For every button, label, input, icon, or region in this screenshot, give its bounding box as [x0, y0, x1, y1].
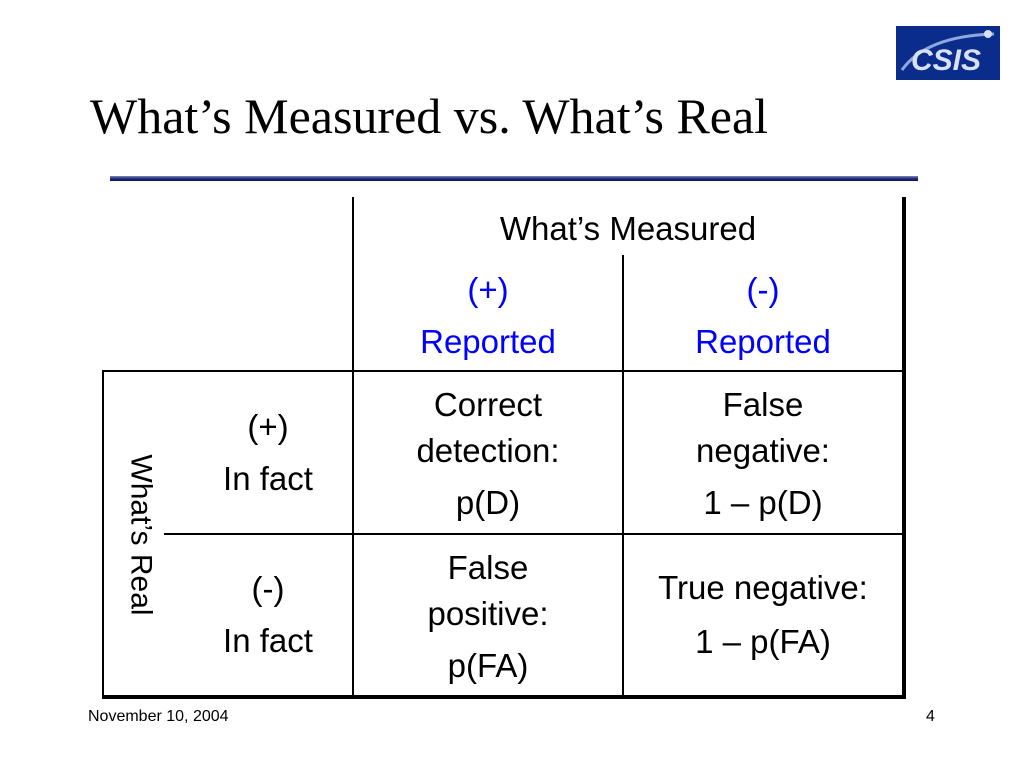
cell-false-positive: False positive: p(FA) — [354, 541, 622, 693]
col-header-label: Reported — [420, 323, 556, 360]
row-header-sign: (-) — [251, 570, 285, 607]
csis-logo: CSIS — [896, 26, 1000, 80]
row-header-positive: (+) In fact — [184, 372, 352, 533]
row-group-header-text: What’s Real — [125, 454, 158, 616]
csis-logo-graphic: CSIS — [896, 26, 1000, 80]
col-header-sign: (+) — [467, 271, 509, 308]
cell-correct-detection: Correct detection: p(D) — [354, 378, 622, 530]
table-line — [164, 533, 906, 535]
col-header-positive: (+) Reported — [354, 262, 622, 370]
cell-value: p(FA) — [447, 647, 529, 684]
cell-line: negative: — [696, 432, 830, 469]
footer-date: November 10, 2004 — [88, 708, 229, 725]
col-header-label: Reported — [695, 323, 831, 360]
col-header-negative: (-) Reported — [624, 262, 902, 370]
table-line — [902, 197, 906, 699]
col-group-header: What’s Measured — [354, 204, 902, 254]
cell-true-negative: True negative: 1 – p(FA) — [624, 535, 902, 695]
cell-line: detection: — [416, 432, 560, 469]
table-line — [102, 695, 906, 699]
col-header-sign: (-) — [746, 271, 780, 308]
cell-line: False — [447, 549, 529, 586]
title-divider — [110, 176, 918, 181]
cell-line: True negative: — [658, 569, 868, 606]
cell-value: 1 – p(D) — [703, 484, 823, 521]
row-header-label: In fact — [223, 459, 313, 497]
cell-false-negative: False negative: 1 – p(D) — [624, 378, 902, 530]
slide-title: What’s Measured vs. What’s Real — [90, 88, 769, 144]
table-line — [352, 197, 354, 697]
table-line — [622, 255, 624, 697]
row-header-label: In fact — [223, 622, 313, 659]
row-group-header: What’s Real — [118, 372, 164, 698]
cell-line: False — [722, 386, 804, 423]
cell-value: p(D) — [455, 484, 521, 521]
cell-line: positive: — [427, 595, 549, 632]
cell-line: Correct — [433, 386, 543, 423]
row-header-sign: (+) — [247, 407, 289, 445]
table-line — [102, 370, 104, 697]
row-header-negative: (-) In fact — [184, 535, 352, 695]
table-line — [102, 370, 906, 372]
logo-text: CSIS — [911, 44, 981, 77]
cell-value: 1 – p(FA) — [695, 623, 831, 660]
col-group-header-text: What’s Measured — [499, 210, 757, 247]
page-number: 4 — [926, 708, 935, 725]
